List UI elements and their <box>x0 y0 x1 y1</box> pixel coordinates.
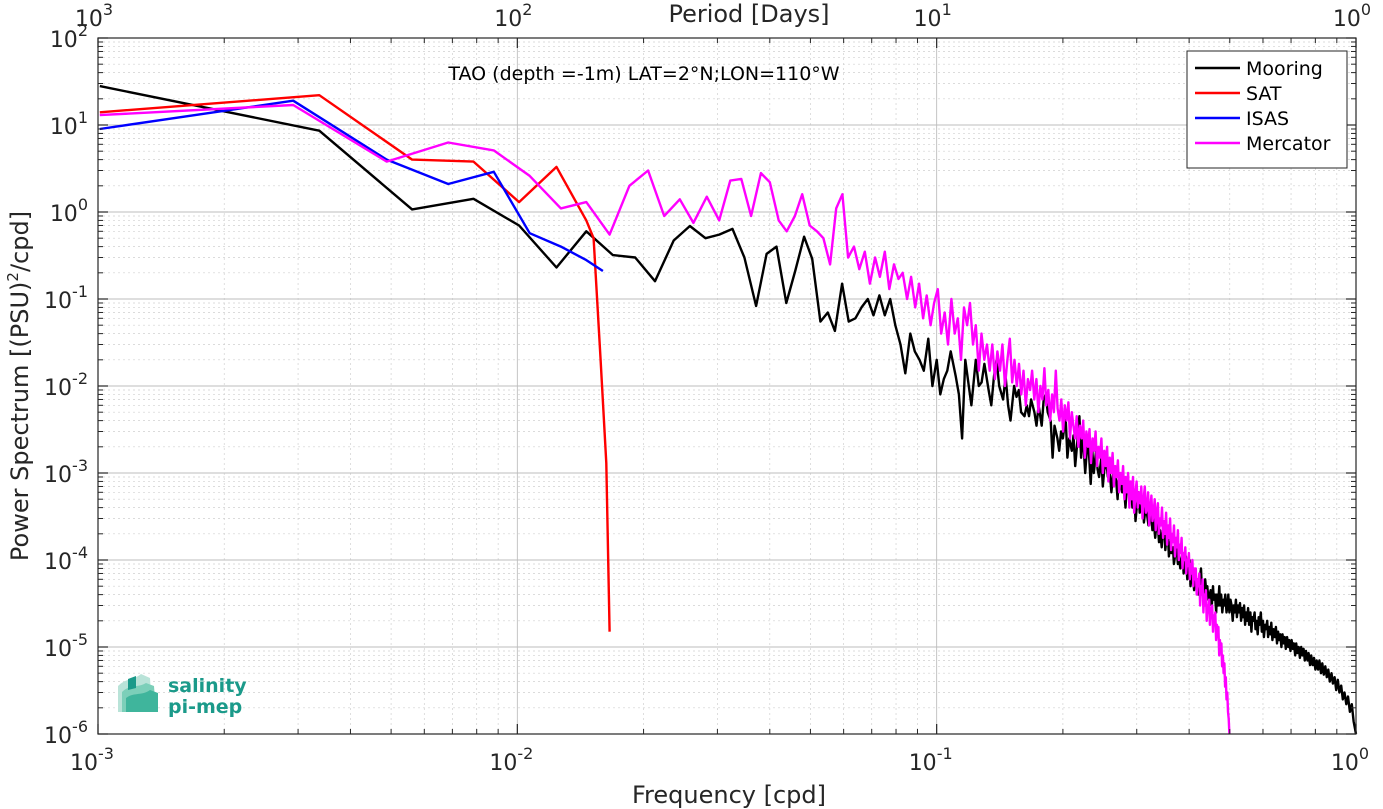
y-tick-label: 100 <box>50 195 88 227</box>
salinity-pi-mep-logo: salinity pi-mep <box>118 674 247 718</box>
x-tick-exp: 0 <box>1359 744 1369 763</box>
legend-entries: Mooring SAT ISAS Mercator <box>1195 58 1331 155</box>
x-axis-label: Frequency [cpd] <box>632 781 826 809</box>
y-tick-label: 10-3 <box>44 456 88 488</box>
y-tick-base: 10 <box>44 289 72 314</box>
top-axis-label: Period [Days] <box>668 0 829 28</box>
x-tick-base: 10 <box>1331 751 1359 776</box>
y-tick-base: 10 <box>50 28 78 53</box>
x-tick-base: 10 <box>909 751 937 776</box>
y-tick-base: 10 <box>44 376 72 401</box>
y-tick-label: 101 <box>50 108 88 140</box>
top-tick-base: 10 <box>494 7 522 32</box>
legend-label-isas: ISAS <box>1246 108 1289 130</box>
y-tick-base: 10 <box>44 637 72 662</box>
x-tick-exp: -1 <box>937 744 953 763</box>
y-tick-exp: -5 <box>72 630 88 649</box>
y-tick-base: 10 <box>50 115 78 140</box>
y-tick-label: 10-4 <box>44 543 88 575</box>
y-tick-label: 10-2 <box>44 369 88 401</box>
top-tick-exp: 0 <box>1361 0 1371 19</box>
x-tick-label: 10-1 <box>909 744 953 776</box>
x-tick-label: 100 <box>1331 744 1369 776</box>
series-line-sat <box>99 94 611 632</box>
y-tick-base: 10 <box>50 202 78 227</box>
y-axis-label: Power Spectrum [(PSU)2/cpd] <box>4 211 34 561</box>
top-tick-label: 101 <box>914 0 952 32</box>
legend-box <box>1186 50 1348 169</box>
y-tick-exp: -6 <box>72 717 88 736</box>
series-line-mooring <box>99 84 1358 735</box>
x-tick-exp: -3 <box>98 744 114 763</box>
top-tick-label: 100 <box>1333 0 1371 32</box>
legend-label-mooring: Mooring <box>1246 58 1323 80</box>
top-tick-base: 10 <box>914 7 942 32</box>
y-tick-exp: -2 <box>72 369 88 388</box>
y-tick-exp: -4 <box>72 543 88 562</box>
logo-text-line1: salinity <box>168 675 247 697</box>
top-tick-exp: 1 <box>942 0 952 19</box>
top-tick-exp: 2 <box>522 0 532 19</box>
top-tick-label: 102 <box>494 0 532 32</box>
chart-title: TAO (depth =-1m) LAT=2°N;LON=110°W <box>447 63 839 85</box>
series-line-isas <box>99 99 604 273</box>
y-tick-exp: -3 <box>72 456 88 475</box>
x-tick-label: 10-2 <box>489 744 533 776</box>
y-tick-base: 10 <box>44 463 72 488</box>
x-tick-exp: -2 <box>517 744 533 763</box>
logo-text-line2: pi-mep <box>168 696 242 718</box>
axis-ticks <box>97 37 1357 735</box>
y-tick-label: 102 <box>50 21 88 53</box>
y-tick-base: 10 <box>44 724 72 749</box>
top-tick-base: 10 <box>1333 7 1361 32</box>
top-tick-exp: 3 <box>103 0 113 19</box>
x-tick-label: 10-3 <box>70 744 114 776</box>
y-tick-exp: -1 <box>72 282 88 301</box>
y-axis-label-main: Power Spectrum [(PSU) <box>6 282 34 561</box>
legend-label-mercator: Mercator <box>1246 133 1331 155</box>
legend: Mooring SAT ISAS Mercator <box>1186 50 1348 169</box>
top-tick-base: 10 <box>75 7 103 32</box>
y-tick-base: 10 <box>44 550 72 575</box>
y-tick-label: 10-6 <box>44 717 88 749</box>
x-tick-base: 10 <box>70 751 98 776</box>
legend-label-sat: SAT <box>1246 83 1282 105</box>
y-axis-label-tail: /cpd] <box>6 211 34 272</box>
y-axis-label-sup: 2 <box>4 272 22 282</box>
logo-wave-icon <box>118 674 158 712</box>
y-tick-label: 10-5 <box>44 630 88 662</box>
series-line-mercator <box>99 103 1231 735</box>
y-tick-exp: 0 <box>78 195 88 214</box>
y-tick-exp: 2 <box>78 21 88 40</box>
x-tick-base: 10 <box>489 751 517 776</box>
series-layer <box>99 84 1358 735</box>
y-tick-label: 10-1 <box>44 282 88 314</box>
y-tick-exp: 1 <box>78 108 88 127</box>
top-tick-label: 103 <box>75 0 113 32</box>
